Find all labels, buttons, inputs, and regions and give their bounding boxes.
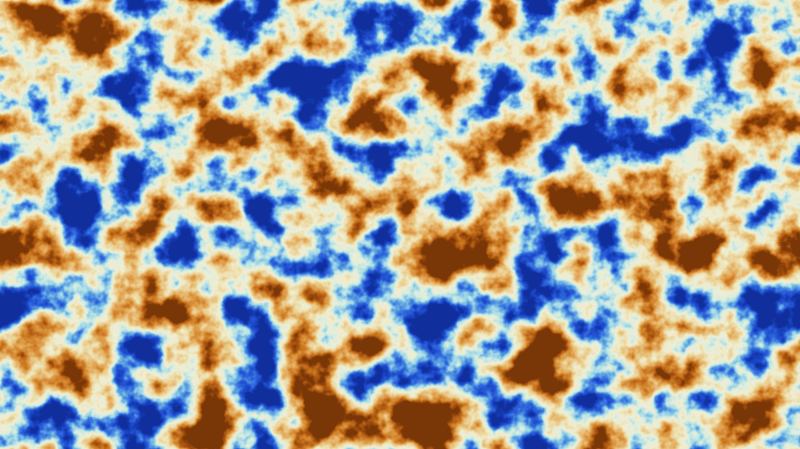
cmb-noise-svg — [0, 0, 800, 449]
cmb-noise-field — [0, 0, 800, 449]
cmb-map-image — [0, 0, 800, 449]
